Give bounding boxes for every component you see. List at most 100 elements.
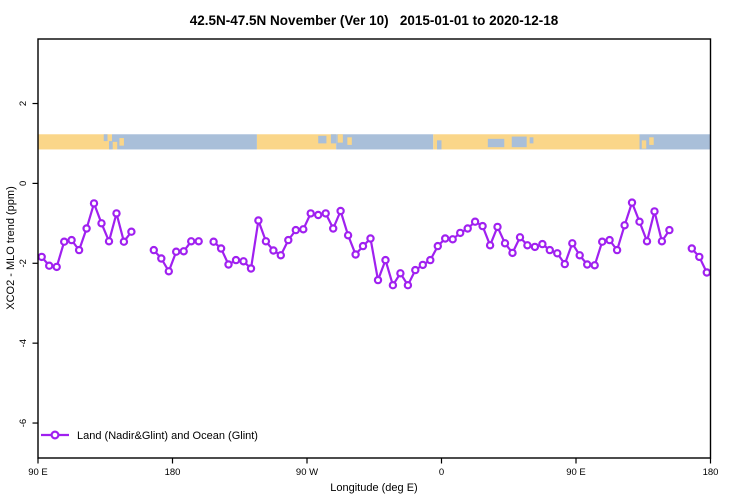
y-axis-ticks: 2 0 -2 -4 -6 [18, 101, 38, 427]
map-strip-land-speck [337, 134, 343, 143]
map-strip-ocean-segment [111, 134, 257, 150]
data-point-marker [246, 264, 256, 273]
data-point-marker [209, 237, 218, 246]
data-point-marker [463, 224, 472, 233]
data-point-marker [553, 249, 562, 258]
data-point-marker [560, 259, 570, 269]
data-point-marker [388, 281, 398, 290]
data-point-marker [284, 235, 293, 245]
data-point-marker [314, 210, 323, 220]
data-point-marker [500, 239, 510, 248]
data-point-marker [396, 269, 405, 278]
map-strip-ocean-speck [108, 141, 112, 150]
data-point-marker [523, 241, 532, 250]
data-point-marker [485, 241, 495, 250]
data-point-marker [276, 251, 285, 260]
data-point-marker [612, 245, 622, 255]
data-point-marker [74, 245, 84, 255]
data-point-marker [171, 247, 181, 256]
data-point-marker [605, 235, 614, 245]
y-axis-title: XCO2 - MLO trend (ppm) [5, 186, 17, 309]
data-point-marker [299, 225, 308, 234]
y-tick-label: -4 [18, 339, 29, 347]
data-point-marker [366, 234, 375, 243]
data-point-marker [620, 221, 629, 230]
map-strip-ocean-speck [318, 135, 327, 144]
data-point-marker [358, 241, 368, 251]
data-point-marker [627, 198, 637, 207]
map-strip-land-segment [256, 134, 337, 150]
map-strip-land-speck [119, 138, 124, 146]
data-point-marker [52, 262, 61, 272]
data-point-marker [470, 217, 480, 226]
data-point-marker [239, 257, 248, 266]
land-ocean-map-strip [38, 134, 711, 150]
data-point-marker [426, 255, 435, 265]
x-tick-label: 180 [703, 467, 719, 478]
map-strip-land-speck [641, 140, 647, 149]
data-point-marker [343, 231, 353, 240]
data-point-marker [381, 255, 390, 265]
data-point-marker [261, 237, 271, 246]
plot-box [37, 38, 712, 459]
map-strip-ocean-speck [529, 137, 534, 144]
data-point-marker [403, 281, 413, 290]
data-point-marker [650, 207, 659, 216]
data-point-marker [493, 222, 502, 232]
data-point-marker [508, 248, 517, 258]
legend: Land (Nadir&Glint) and Ocean (Glint) [41, 430, 258, 442]
x-tick-label: 90 E [566, 467, 586, 478]
data-point-marker [635, 217, 644, 226]
data-point-marker [456, 228, 465, 238]
map-strip-ocean-segment [639, 134, 711, 150]
data-point-marker [164, 267, 173, 276]
data-point-marker [575, 251, 584, 260]
y-tick-label: -6 [18, 419, 29, 427]
data-point-marker [59, 237, 69, 246]
data-point-marker [112, 209, 121, 218]
data-point-marker [82, 224, 91, 233]
data-point-marker [568, 239, 577, 248]
map-strip-ocean-speck [437, 140, 442, 150]
data-point-marker [590, 261, 599, 270]
map-strip-land-speck [649, 137, 654, 145]
data-point-marker [254, 216, 263, 225]
data-point-marker [687, 244, 697, 253]
data-point-marker [642, 237, 652, 246]
data-point-marker [194, 237, 203, 246]
data-point-marker [433, 241, 442, 251]
data-point-marker [411, 265, 420, 275]
data-point-marker [127, 227, 136, 236]
data-point-marker [702, 268, 712, 277]
data-point-marker [157, 254, 166, 263]
data-point-marker [373, 275, 383, 285]
data-point-marker [67, 235, 76, 245]
data-point-marker [186, 237, 196, 246]
chart-title: 42.5N-47.5N November (Ver 10) 2015-01-01… [190, 13, 559, 28]
data-point-marker [583, 260, 592, 269]
data-point-marker [269, 246, 278, 255]
data-point-marker [530, 242, 540, 252]
map-strip-land-segment [38, 134, 112, 150]
x-tick-label: 180 [165, 467, 181, 478]
data-point-marker [216, 244, 226, 253]
y-tick-label: 2 [18, 101, 29, 106]
x-axis-ticks: 90 E 180 90 W 0 90 E 180 [28, 458, 718, 478]
x-tick-label: 90 E [28, 467, 48, 478]
data-point-marker [306, 209, 315, 218]
data-point-marker [321, 209, 330, 218]
data-point-marker [418, 260, 427, 270]
map-strip-ocean-speck [511, 136, 527, 148]
y-tick-label: 0 [18, 181, 29, 186]
data-point-marker [179, 247, 188, 256]
data-point-marker [478, 221, 487, 231]
map-strip-land-speck [112, 141, 118, 150]
data-point-marker [97, 219, 106, 228]
x-tick-label: 90 W [296, 467, 318, 478]
data-point-marker [329, 224, 338, 233]
data-point-marker [515, 233, 525, 242]
map-strip-ocean-speck [330, 134, 337, 144]
y-tick-label: -2 [18, 259, 29, 267]
